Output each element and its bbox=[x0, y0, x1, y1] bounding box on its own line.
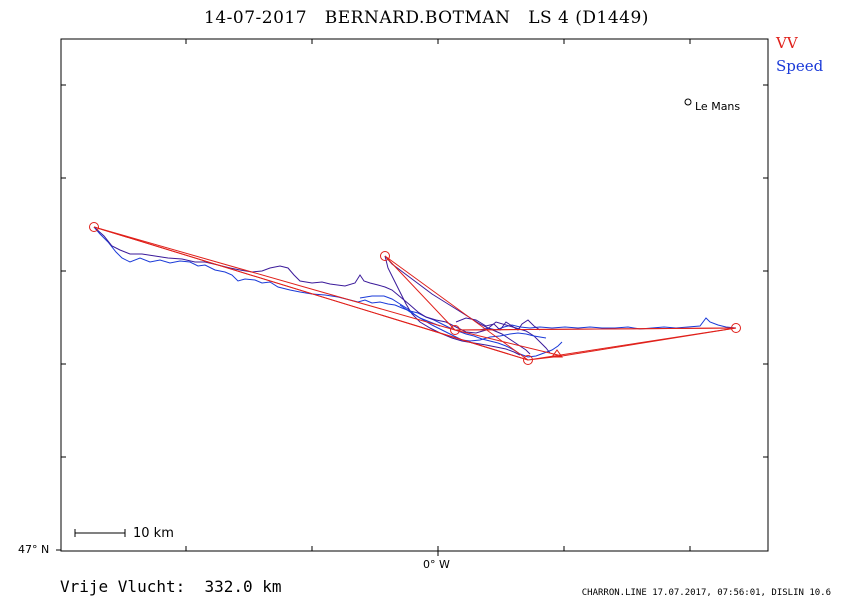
track-segment bbox=[93, 226, 563, 358]
longitude-label: 0° W bbox=[423, 558, 450, 571]
turnpoint-icon bbox=[380, 251, 390, 261]
task-leg bbox=[454, 327, 737, 331]
task-leg bbox=[561, 327, 737, 357]
city-label: Le Mans bbox=[695, 100, 741, 113]
turnpoint-icon bbox=[731, 323, 741, 333]
right-ticks bbox=[763, 84, 768, 458]
turnpoint-icon bbox=[523, 355, 533, 365]
map-frame bbox=[60, 38, 769, 552]
task-polygon bbox=[93, 226, 737, 361]
track-segment bbox=[399, 304, 547, 342]
turnpoint-icon bbox=[89, 222, 99, 232]
task-leg bbox=[93, 226, 529, 361]
turnpoint-icon bbox=[450, 325, 460, 335]
flight-track bbox=[93, 226, 737, 358]
finish-triangle-icon bbox=[551, 349, 563, 358]
page-title: 14-07-2017 BERNARD.BOTMAN LS 4 (D1449) bbox=[204, 8, 649, 28]
track-segment bbox=[359, 295, 441, 327]
latitude-label: 47° N bbox=[18, 543, 50, 556]
city-marker-icon bbox=[684, 98, 692, 106]
footer-info: CHARRON.LINE 17.07.2017, 07:56:01, DISLI… bbox=[581, 588, 831, 598]
task-outline bbox=[93, 226, 737, 361]
scale-label: 10 km bbox=[133, 526, 174, 541]
scale-bar bbox=[74, 529, 126, 537]
free-flight-distance: Vrije Vlucht: 332.0 km bbox=[60, 577, 282, 596]
bottom-ticks bbox=[185, 546, 691, 556]
turnpoints bbox=[89, 222, 741, 365]
legend-speed: Speed bbox=[776, 57, 824, 75]
left-ticks bbox=[56, 84, 66, 551]
legend-vv: VV bbox=[776, 34, 798, 52]
track-segment bbox=[455, 317, 541, 331]
top-ticks bbox=[185, 39, 691, 44]
track-segment bbox=[93, 226, 551, 354]
track-segment bbox=[479, 317, 737, 331]
